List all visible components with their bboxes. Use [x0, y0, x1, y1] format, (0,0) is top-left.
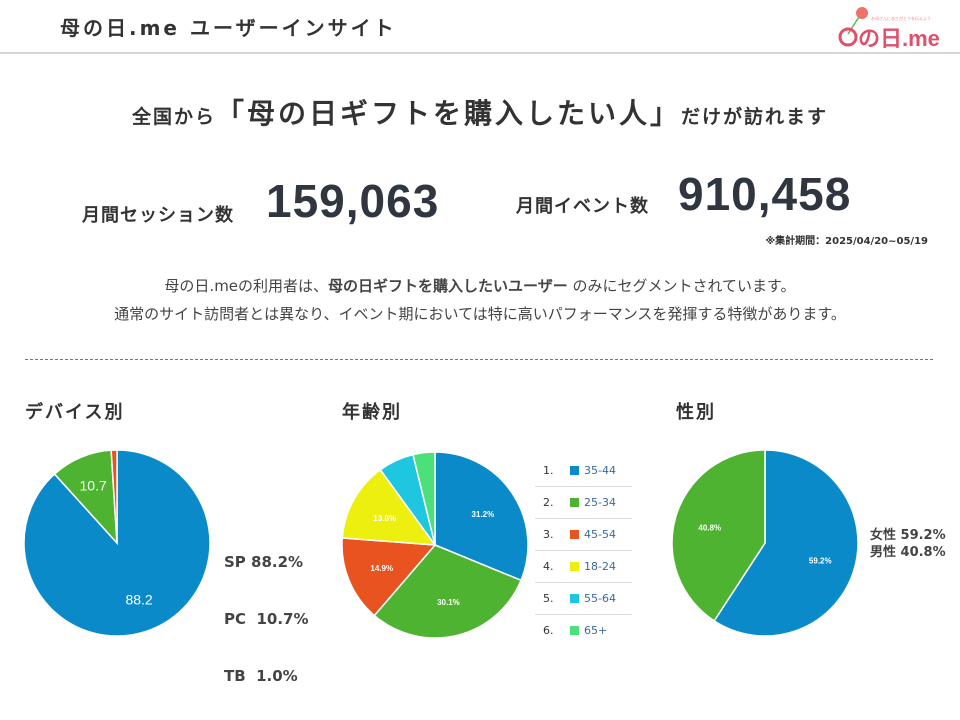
- legend-female: 女性 59.2%: [870, 528, 946, 543]
- data-label: 31.2%: [472, 510, 495, 519]
- legend-rank: 1.: [543, 464, 554, 477]
- legend-item: 6. 65+: [535, 615, 632, 646]
- legend-rank: 5.: [543, 592, 554, 605]
- legend-rank: 4.: [543, 560, 554, 573]
- legend-swatch: [570, 466, 579, 475]
- legend-label: 18-24: [584, 560, 616, 573]
- data-label: 10.7: [80, 477, 107, 493]
- events-label: 月間イベント数: [516, 196, 649, 217]
- gender-title: 性別: [676, 402, 716, 423]
- legend-swatch: [570, 626, 579, 635]
- age-pie-chart: 31.2% 30.1% 14.9% 13.8%: [341, 451, 529, 639]
- header-bar: [0, 0, 960, 54]
- sessions-label: 月間セッション数: [82, 205, 234, 226]
- pie-slice-女性: [713, 449, 859, 637]
- svg-text:の日.me: の日.me: [858, 26, 940, 48]
- period-note: ※集計期間：2025/04/20~05/19: [765, 236, 928, 247]
- page-title: 母の日.me ユーザーインサイト: [60, 16, 397, 40]
- gender-pie-chart: 59.2% 40.8%: [671, 449, 859, 637]
- legend-tb: TB 1.0%: [224, 667, 298, 685]
- legend-label: 25-34: [584, 496, 616, 509]
- logo: の日.me お母さんにありがとうを伝えよう: [826, 4, 946, 51]
- legend-label: 45-54: [584, 528, 616, 541]
- legend-swatch: [570, 594, 579, 603]
- gender-legend: 女性 59.2% 男性 40.8%: [870, 527, 946, 561]
- device-legend: SP 88.2% PC 10.7% TB 1.0%: [224, 515, 309, 705]
- legend-rank: 3.: [543, 528, 554, 541]
- device-title: デバイス別: [25, 402, 125, 423]
- svg-text:お母さんにありがとうを伝えよう: お母さんにありがとうを伝えよう: [871, 15, 931, 21]
- legend-male: 男性 40.8%: [870, 545, 946, 560]
- pie-slice-35-44: [434, 451, 529, 582]
- legend-item: 4. 18-24: [535, 551, 632, 583]
- legend-label: 55-64: [584, 592, 616, 605]
- data-label: 59.2%: [809, 556, 832, 565]
- headline: 全国から「母の日ギフトを購入したい人」だけが訪れます: [131, 97, 829, 130]
- legend-item: 3. 45-54: [535, 519, 632, 551]
- pie-slice-45-54: [341, 537, 437, 617]
- description-line-1: 母の日.meの利用者は、母の日ギフトを購入したいユーザー のみにセグメントされて…: [164, 277, 796, 295]
- legend-rank: 6.: [543, 624, 554, 637]
- data-label: 40.8%: [698, 524, 721, 533]
- age-legend: 1. 35-44 2. 25-34 3. 45-54 4. 18-24 5. 55-64 6. 65+: [535, 455, 632, 646]
- legend-item: 5. 55-64: [535, 583, 632, 615]
- sessions-value: 159,063: [266, 175, 440, 227]
- pie-slice-男性: [671, 449, 766, 622]
- legend-item: 2. 25-34: [535, 487, 632, 519]
- legend-sp: SP 88.2%: [224, 553, 304, 571]
- data-label: 88.2: [125, 591, 152, 607]
- data-label: 14.9%: [370, 564, 393, 573]
- data-label: 13.8%: [373, 514, 396, 523]
- pie-slice-65+: [412, 451, 436, 546]
- data-label: 30.1%: [437, 598, 460, 607]
- device-pie-chart: 88.2 10.7: [23, 449, 211, 637]
- legend-swatch: [570, 530, 579, 539]
- legend-swatch: [570, 562, 579, 571]
- divider: [25, 359, 933, 360]
- legend-pc: PC 10.7%: [224, 610, 309, 628]
- legend-item: 1. 35-44: [535, 455, 632, 487]
- pie-slice-25-34: [373, 544, 523, 639]
- age-title: 年齢別: [342, 402, 402, 423]
- events-value: 910,458: [678, 168, 852, 220]
- legend-rank: 2.: [543, 496, 554, 509]
- pie-slice-TB: [110, 449, 118, 544]
- legend-swatch: [570, 498, 579, 507]
- legend-label: 65+: [584, 624, 608, 637]
- description-line-2: 通常のサイト訪問者とは異なり、イベント期においては特に高いパフォーマンスを発揮す…: [114, 305, 846, 323]
- legend-label: 35-44: [584, 464, 616, 477]
- pie-slice-18-24: [341, 468, 437, 546]
